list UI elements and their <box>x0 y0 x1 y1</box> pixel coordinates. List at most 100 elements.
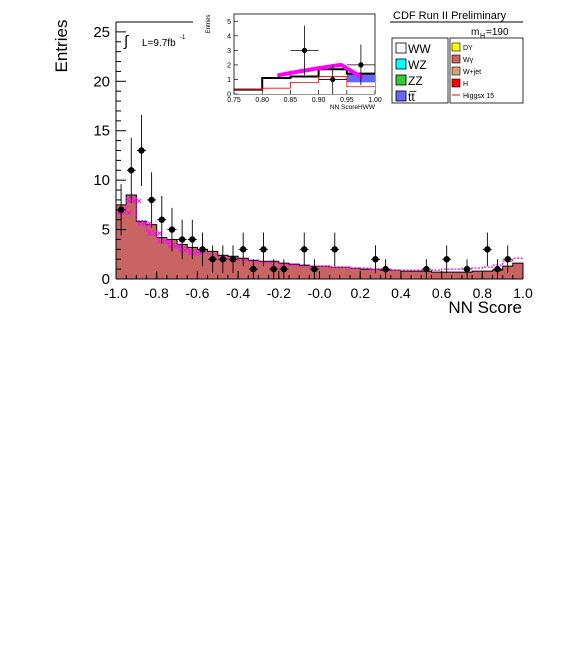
signal-histogram <box>116 197 523 271</box>
signal-hatch-mark <box>142 221 147 226</box>
background-bar <box>482 271 493 279</box>
data-point <box>484 246 491 253</box>
inset-higgs-line <box>234 76 375 91</box>
background-bar <box>146 224 157 279</box>
data-point <box>372 256 379 263</box>
background-bar <box>187 247 198 279</box>
y-tick-label: 0 <box>102 271 110 288</box>
mass-subscript: H <box>480 33 485 40</box>
inset-background-bar <box>262 78 291 94</box>
data-point <box>301 246 308 253</box>
data-point <box>239 246 247 253</box>
legend: WW WZ ZZ tt̅ DY Wγ W+jet H Higgsx 15 <box>391 37 524 104</box>
data-point <box>494 265 501 273</box>
legend-label: H <box>463 81 468 88</box>
x-tick-label: 0.8 <box>473 285 493 301</box>
data-point <box>117 206 125 214</box>
data-point <box>189 236 196 243</box>
y-tick-label: 20 <box>93 73 110 90</box>
inset-y-tick-label: 4 <box>227 33 231 40</box>
inset-plot: 0 1 2 3 4 5 0.75 0.80 0.85 0.90 0.95 1.00 Entries NN … <box>206 13 382 111</box>
inset-signal-band <box>277 62 363 79</box>
legend-swatch <box>395 42 407 54</box>
background-bar <box>319 266 330 279</box>
data-points <box>116 114 513 279</box>
x-tick-label: -0.8 <box>145 285 169 301</box>
background-bar <box>370 269 381 279</box>
legend-label: WZ <box>408 58 427 72</box>
data-point <box>199 246 206 253</box>
y-tick-label: 5 <box>102 222 110 239</box>
data-point <box>229 256 237 263</box>
legend-swatch <box>451 54 461 64</box>
background-bar <box>431 272 442 279</box>
inset-data-point <box>330 76 336 83</box>
legend-swatch <box>395 74 407 86</box>
background-bar <box>451 272 463 279</box>
signal-hatch-mark <box>131 198 137 204</box>
y-tick-label: 15 <box>93 123 110 140</box>
background-bar <box>472 271 483 279</box>
cdf-header: CDF Run II Preliminary <box>393 10 507 22</box>
data-point <box>250 265 257 273</box>
signal-hatch-mark <box>172 244 178 249</box>
legend-label: WW <box>408 42 431 56</box>
background-bar <box>350 268 361 279</box>
signal-hatch-mark <box>147 231 152 236</box>
data-point <box>178 236 186 243</box>
signal-hatch-mark <box>162 239 167 244</box>
mass-annotation: m H =190 <box>471 27 509 40</box>
signal-hatch-mark <box>136 198 142 204</box>
background-bar <box>390 270 402 279</box>
signal-hatch-mark <box>147 221 152 226</box>
background-bar <box>288 264 300 279</box>
legend-label: tt̅ <box>408 90 417 104</box>
background-bar <box>441 272 453 279</box>
background-bar <box>116 204 127 279</box>
signal-hatch-mark <box>192 251 198 256</box>
inset-y-tick-label: 0 <box>227 92 231 99</box>
data-point <box>168 226 176 233</box>
inset-background-bar <box>290 76 319 94</box>
legend-swatch <box>451 42 461 52</box>
inset-x-tick-label: 0.75 <box>227 97 241 104</box>
signal-hatch-mark <box>126 198 132 204</box>
background-bar <box>512 263 524 279</box>
legend-box-right <box>449 37 524 104</box>
inset-x-tick-label: 0.95 <box>340 97 354 104</box>
inset-x-tick-label: 0.90 <box>312 97 326 104</box>
background-bar <box>299 265 310 279</box>
signal-hatch-mark <box>126 210 132 216</box>
data-point <box>209 256 216 263</box>
signal-hatch-mark <box>157 239 162 244</box>
signal-hatch-mark <box>177 248 183 253</box>
data-point <box>311 265 318 273</box>
background-bar <box>166 239 178 279</box>
background-bar <box>329 267 341 279</box>
integral-sign: ∫ <box>123 33 130 50</box>
background-bar <box>360 269 371 279</box>
mass-label: m <box>471 27 479 38</box>
x-tick-label: -0.0 <box>307 285 331 301</box>
x-tick-label: -0.6 <box>185 285 209 301</box>
inset-y-tick-label: 5 <box>227 19 231 26</box>
data-point <box>158 216 165 223</box>
data-point <box>331 246 338 253</box>
background-bar <box>339 267 351 279</box>
luminosity-exponent: -1 <box>180 35 186 41</box>
inset-x-axis-label: NN ScoreHWW <box>330 104 376 111</box>
data-point <box>138 147 145 154</box>
data-point <box>219 256 227 263</box>
inset-data-point <box>301 47 308 53</box>
data-point <box>423 265 430 273</box>
background-outline <box>115 194 524 279</box>
signal-hatch-mark <box>152 231 157 236</box>
x-tick-label: 1.0 <box>513 285 533 301</box>
inset-background-outline <box>234 68 375 91</box>
background-bar <box>258 261 269 279</box>
legend-swatch <box>395 58 407 70</box>
x-tick-label: 0.4 <box>391 285 411 301</box>
inset-data-point <box>358 62 364 68</box>
data-point <box>280 265 288 273</box>
